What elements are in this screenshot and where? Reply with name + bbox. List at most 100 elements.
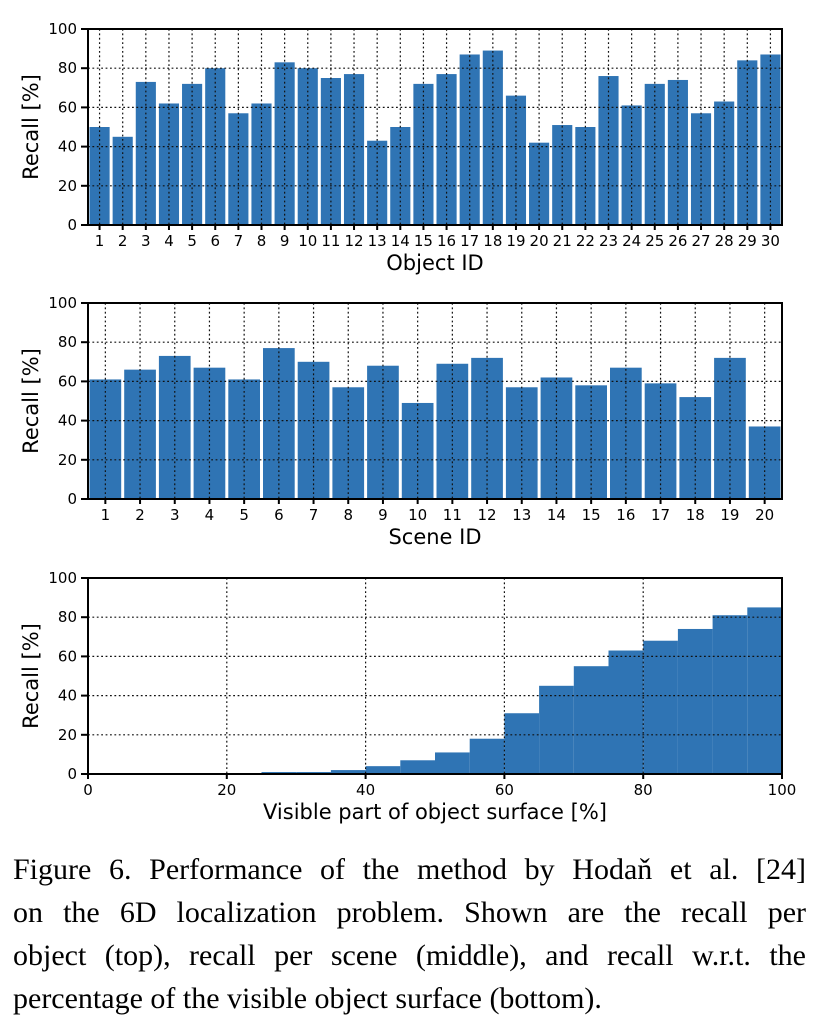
x-tick-label: 5 <box>239 506 249 524</box>
x-tick-label: 30 <box>761 232 780 250</box>
histogram-bar <box>400 760 435 774</box>
y-tick-label: 80 <box>58 59 77 77</box>
bar <box>737 60 758 225</box>
x-tick-label: 11 <box>321 232 340 250</box>
y-tick-label: 80 <box>58 608 77 626</box>
bar <box>714 101 735 225</box>
y-tick-label: 20 <box>58 177 77 195</box>
x-tick-label: 8 <box>343 506 353 524</box>
x-tick-label: 15 <box>414 232 433 250</box>
x-tick-label: 24 <box>622 232 641 250</box>
bar <box>332 387 365 499</box>
bar <box>193 367 226 499</box>
histogram-bar <box>435 752 470 774</box>
bar <box>575 385 607 499</box>
bar <box>644 83 665 225</box>
x-tick-label: 12 <box>478 506 497 524</box>
x-tick-label: 2 <box>118 232 128 250</box>
x-tick-label: 20 <box>217 781 236 799</box>
histogram-bar <box>365 766 401 774</box>
bar <box>112 136 133 225</box>
bar <box>690 113 712 225</box>
x-axis-label: Object ID <box>386 251 483 275</box>
y-tick-label: 100 <box>48 569 77 587</box>
x-tick-label: 20 <box>755 506 774 524</box>
x-tick-label: 6 <box>210 232 220 250</box>
x-tick-label: 16 <box>616 506 635 524</box>
x-tick-label: 28 <box>715 232 734 250</box>
x-tick-label: 60 <box>495 781 514 799</box>
x-tick-label: 4 <box>164 232 174 250</box>
bar <box>367 140 388 225</box>
y-axis-label: Recall [%] <box>19 348 43 454</box>
x-tick-label: 10 <box>408 506 427 524</box>
x-tick-label: 3 <box>141 232 151 250</box>
bar <box>158 103 180 225</box>
y-tick-label: 100 <box>48 294 77 312</box>
x-tick-label: 17 <box>460 232 479 250</box>
x-tick-label: 13 <box>368 232 387 250</box>
y-tick-label: 80 <box>58 333 77 351</box>
histogram-bar <box>747 607 782 774</box>
x-tick-label: 18 <box>686 506 705 524</box>
x-tick-label: 9 <box>378 506 388 524</box>
x-axis-label: Visible part of object surface [%] <box>263 800 607 824</box>
y-tick-label: 40 <box>58 687 77 705</box>
x-tick-label: 7 <box>234 232 244 250</box>
histogram-bar <box>712 615 748 774</box>
y-axis-label: Recall [%] <box>19 623 43 729</box>
y-tick-label: 20 <box>58 451 77 469</box>
chart-recall-vs-visible-surface: 0 20 40 60 80 100 0 20 40 60 80 100 Visible part of … <box>19 569 797 824</box>
x-tick-label: 26 <box>668 232 687 250</box>
y-tick-label: 40 <box>58 138 77 156</box>
x-tick-label: 6 <box>274 506 284 524</box>
y-tick-label: 0 <box>67 490 77 508</box>
x-tick-label: 10 <box>298 232 317 250</box>
x-tick-label: 17 <box>651 506 670 524</box>
y-tick-label: 60 <box>58 647 77 665</box>
bar <box>610 367 642 499</box>
plot-area <box>88 303 782 499</box>
y-tick-label: 60 <box>58 372 77 390</box>
x-tick-label: 4 <box>205 506 215 524</box>
x-tick-label: 12 <box>344 232 363 250</box>
x-tick-label: 23 <box>599 232 618 250</box>
histogram-bar <box>504 713 540 774</box>
caption-line-4: percentage of the visible object surface… <box>13 982 602 1015</box>
bar <box>505 387 538 499</box>
plot-area <box>88 29 782 225</box>
x-tick-label: 9 <box>280 232 290 250</box>
bar <box>320 78 341 225</box>
bar <box>228 113 249 225</box>
histogram-bar <box>330 770 366 774</box>
y-tick-label: 0 <box>67 765 77 783</box>
x-tick-label: 14 <box>391 232 410 250</box>
plot-border <box>87 577 783 775</box>
x-tick-label: 16 <box>437 232 456 250</box>
bar <box>251 103 272 225</box>
x-tick-label: 20 <box>530 232 549 250</box>
x-tick-label: 22 <box>576 232 595 250</box>
plot-border <box>87 302 783 500</box>
y-tick-label: 100 <box>48 20 77 38</box>
x-tick-label: 100 <box>768 781 797 799</box>
histogram-bar <box>643 640 678 774</box>
bar <box>540 377 573 499</box>
x-tick-label: 19 <box>506 232 525 250</box>
caption-line-2: on the 6D localization problem. Shown ar… <box>13 896 806 929</box>
x-tick-label: 14 <box>547 506 566 524</box>
x-axis-label: Scene ID <box>388 525 481 549</box>
bar <box>505 95 527 225</box>
histogram-bar <box>608 650 644 774</box>
x-tick-label: 15 <box>582 506 601 524</box>
y-axis-label: Recall [%] <box>19 74 43 180</box>
x-tick-label: 25 <box>645 232 664 250</box>
x-tick-label: 8 <box>257 232 267 250</box>
y-tick-label: 20 <box>58 726 77 744</box>
bar <box>89 379 122 499</box>
x-tick-label: 27 <box>691 232 710 250</box>
figure-caption: Figure 6. Performance of the method by H… <box>13 848 806 1020</box>
caption-line-3: object (top), recall per scene (middle),… <box>13 939 806 972</box>
y-tick-label: 40 <box>58 412 77 430</box>
